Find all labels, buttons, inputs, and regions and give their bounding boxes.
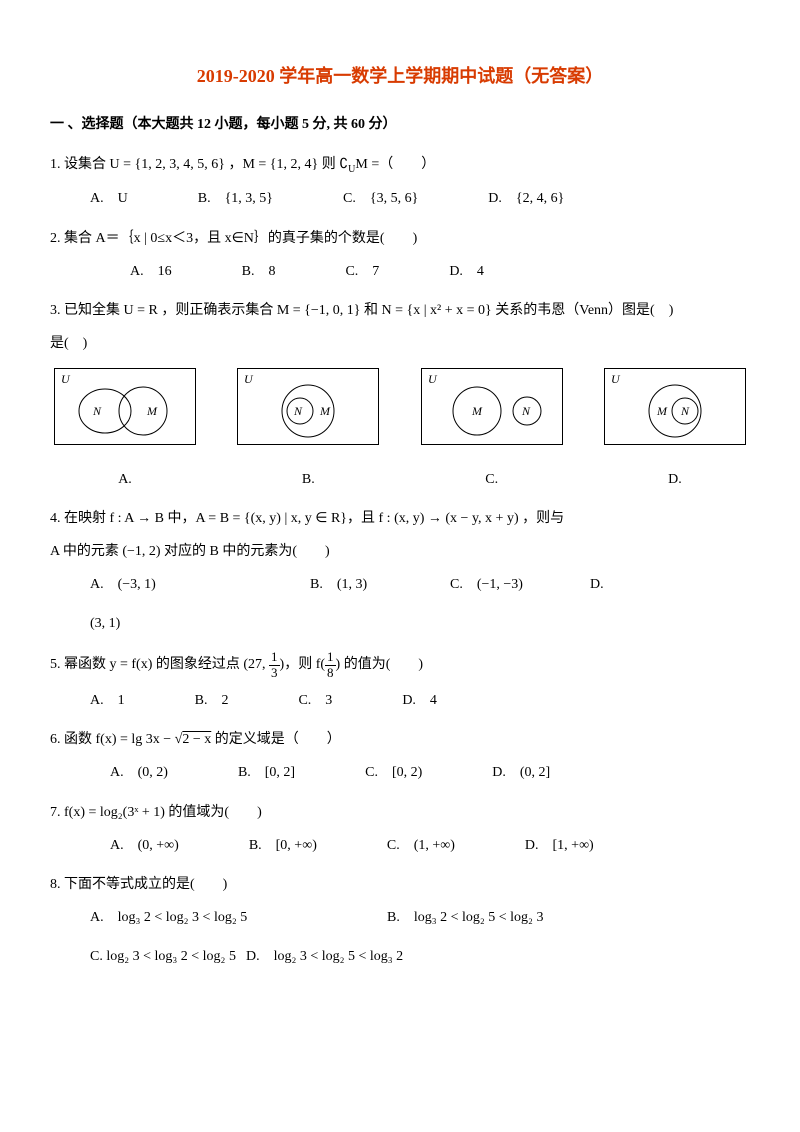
- q4-opt-d: D.: [590, 572, 604, 597]
- q3-opt-b: B.: [233, 467, 383, 492]
- venn-c: U M N: [417, 368, 567, 454]
- q1-stem: 1. 设集合 U = {1, 2, 3, 4, 5, 6} ，M = {1, 2…: [50, 152, 750, 179]
- q6-opt-b: B. [0, 2]: [238, 760, 295, 785]
- q5-opt-d: D. 4: [402, 688, 437, 713]
- q6-options: A. (0, 2) B. [0, 2] C. [0, 2) D. (0, 2]: [110, 760, 750, 785]
- section-heading: 一 、选择题（本大题共 12 小题，每小题 5 分, 共 60 分）: [50, 112, 750, 137]
- q2-opt-a: A. 16: [130, 259, 172, 284]
- q4-options: A. (−3, 1) B. (1, 3) C. (−1, −3) D.: [90, 572, 750, 597]
- q2-opt-d: D. 4: [449, 259, 484, 284]
- q4-opt-c: C. (−1, −3): [450, 572, 590, 597]
- q5-frac1: 13: [269, 650, 280, 680]
- svg-text:M: M: [471, 404, 483, 418]
- q6-opt-a: A. (0, 2): [110, 760, 168, 785]
- q5-post: ) 的值为( ): [336, 657, 424, 672]
- q3-stem-line2: 是( ): [50, 331, 750, 356]
- q7-opt-a: A. (0, +∞): [110, 833, 179, 858]
- svg-text:M: M: [146, 404, 158, 418]
- q8-opt-d: D. log₂ 3 < log₂ 5 < log₃ 2: [246, 944, 403, 969]
- q6-opt-c: C. [0, 2): [365, 760, 422, 785]
- q5-opt-b: B. 2: [195, 688, 229, 713]
- q1-opt-b: B. {1, 3, 5}: [198, 186, 273, 211]
- q4-opt-a: A. (−3, 1): [90, 572, 310, 597]
- svg-text:N: N: [293, 404, 303, 418]
- q6-stem: 6. 函数 f(x) = lg 3x − √2 − x 的定义域是（ ）: [50, 727, 750, 752]
- q1-opt-d: D. {2, 4, 6}: [488, 186, 564, 211]
- q8-options-row2: C. log₂ 3 < log₃ 2 < log₂ 5 D. log₂ 3 < …: [90, 944, 750, 969]
- q4-opt-b: B. (1, 3): [310, 572, 450, 597]
- q7-opt-d: D. [1, +∞): [525, 833, 594, 858]
- svg-text:U: U: [428, 372, 438, 386]
- venn-b: U N M: [233, 368, 383, 454]
- q5-frac2: 18: [325, 650, 336, 680]
- q2-options: A. 16 B. 8 C. 7 D. 4: [130, 259, 750, 284]
- q8-opt-b: B. log₃ 2 < log₂ 5 < log₂ 3: [387, 905, 684, 930]
- q5-pre: 5. 幂函数 y = f(x) 的图象经过点 (27,: [50, 657, 269, 672]
- q3-opt-c: C.: [417, 467, 567, 492]
- q5-options: A. 1 B. 2 C. 3 D. 4: [90, 688, 750, 713]
- q3-opt-d: D.: [600, 467, 750, 492]
- q8-options-row1: A. log₃ 2 < log₂ 3 < log₂ 5 B. log₃ 2 < …: [90, 905, 750, 930]
- svg-text:U: U: [61, 372, 71, 386]
- svg-text:M: M: [656, 404, 668, 418]
- q4-opt-d2: (3, 1): [90, 611, 750, 636]
- q1-options: A. U B. {1, 3, 5} C. {3, 5, 6} D. {2, 4,…: [90, 186, 750, 211]
- q5-mid: )，则 f(: [280, 657, 326, 672]
- venn-labels: A. B. C. D.: [50, 467, 750, 492]
- q1-opt-a: A. U: [90, 186, 128, 211]
- page-title: 2019-2020 学年高一数学上学期期中试题（无答案）: [50, 60, 750, 92]
- q7-stem: 7. f(x) = log₂(3ˣ + 1) 的值域为( ): [50, 800, 750, 825]
- q3-stem: 3. 已知全集 U = R ，则正确表示集合 M = {−1, 0, 1} 和 …: [50, 298, 750, 323]
- q4-stem-line2: A 中的元素 (−1, 2) 对应的 B 中的元素为( ): [50, 539, 750, 564]
- q8-opt-c: C. log₂ 3 < log₃ 2 < log₂ 5: [90, 944, 236, 969]
- q6-opt-d: D. (0, 2]: [492, 760, 550, 785]
- svg-text:N: N: [521, 404, 531, 418]
- q3-opt-a: A.: [50, 467, 200, 492]
- q5-opt-a: A. 1: [90, 688, 125, 713]
- svg-text:U: U: [611, 372, 621, 386]
- q1-opt-c: C. {3, 5, 6}: [343, 186, 418, 211]
- q5-opt-c: C. 3: [298, 688, 332, 713]
- venn-diagrams: U N M U N M U M N U M: [50, 368, 750, 454]
- q7-opt-c: C. (1, +∞): [387, 833, 455, 858]
- q7-opt-b: B. [0, +∞): [249, 833, 317, 858]
- q2-stem: 2. 集合 A＝｛x | 0≤x＜3，且 x∈N｝的真子集的个数是( ): [50, 226, 750, 251]
- q2-opt-b: B. 8: [242, 259, 276, 284]
- q8-stem: 8. 下面不等式成立的是( ): [50, 872, 750, 897]
- q4-stem: 4. 在映射 f : A → B 中，A = B = {(x, y) | x, …: [50, 506, 750, 531]
- q7-options: A. (0, +∞) B. [0, +∞) C. (1, +∞) D. [1, …: [110, 833, 750, 858]
- svg-text:M: M: [319, 404, 331, 418]
- svg-text:U: U: [244, 372, 254, 386]
- q8-opt-a: A. log₃ 2 < log₂ 3 < log₂ 5: [90, 905, 387, 930]
- svg-text:N: N: [680, 404, 690, 418]
- q5-stem: 5. 幂函数 y = f(x) 的图象经过点 (27, 13)，则 f(18) …: [50, 650, 750, 680]
- venn-a: U N M: [50, 368, 200, 454]
- svg-text:N: N: [92, 404, 102, 418]
- venn-d: U M N: [600, 368, 750, 454]
- q2-opt-c: C. 7: [345, 259, 379, 284]
